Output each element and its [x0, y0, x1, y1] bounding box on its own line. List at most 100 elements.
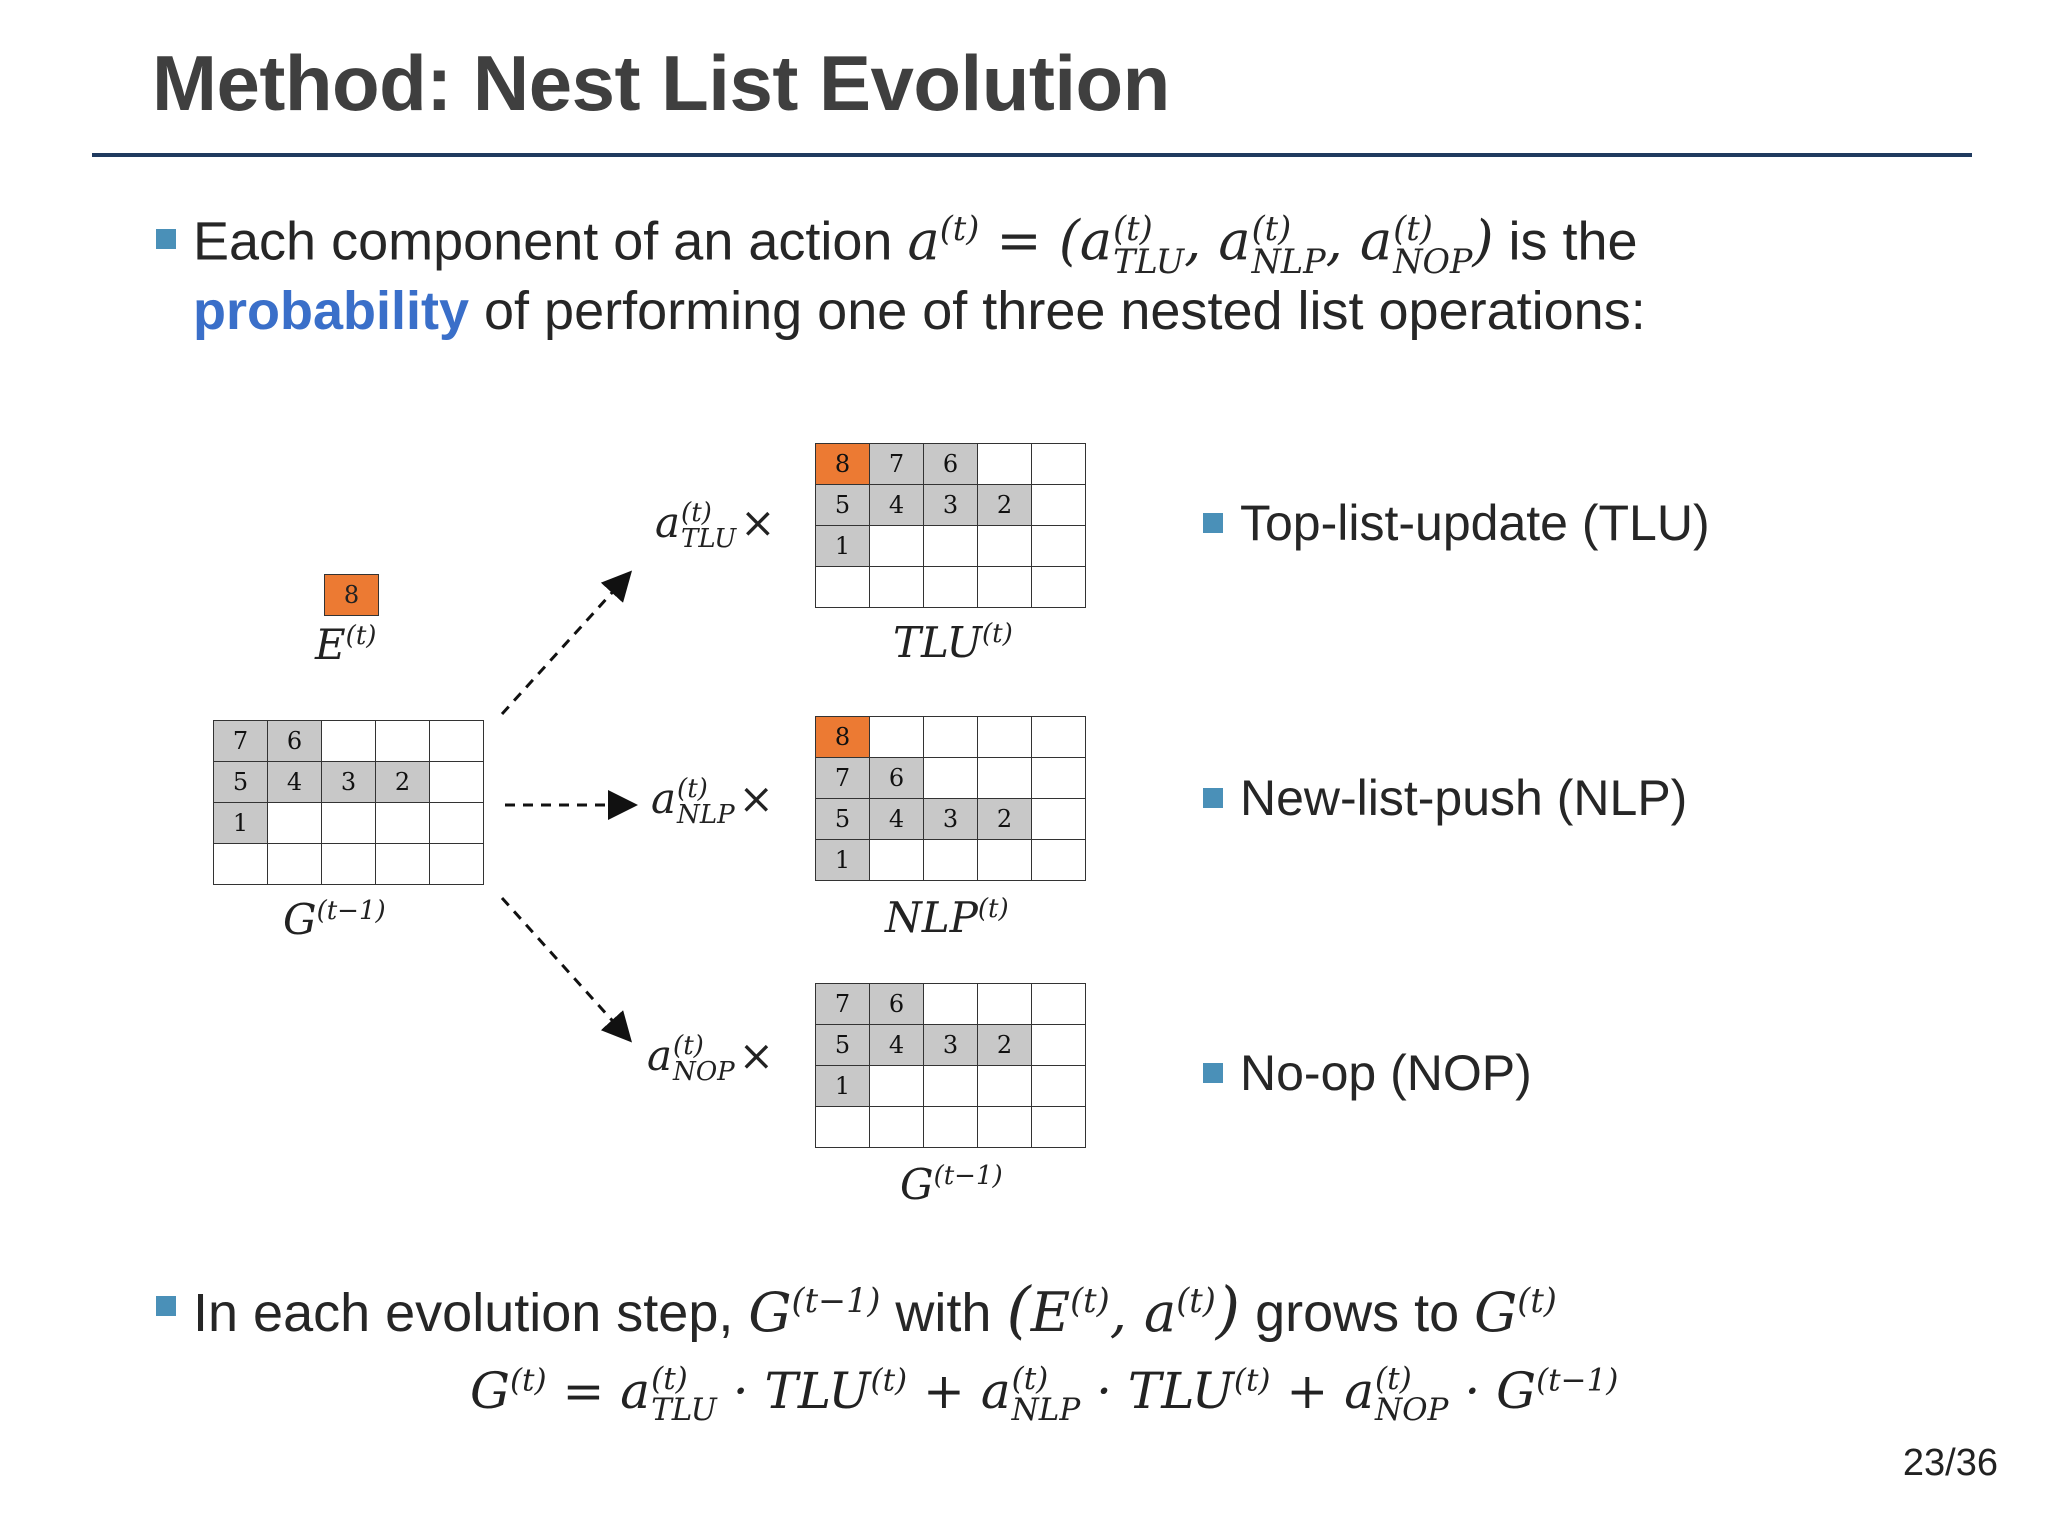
grid-cell	[977, 525, 1032, 567]
grid-cell: 7	[815, 983, 870, 1025]
grid-cell	[923, 757, 978, 799]
page-number: 23/36	[1902, 1442, 1998, 1484]
title-rule	[92, 153, 1972, 157]
grid-cell: 7	[815, 757, 870, 799]
grid-cell	[429, 761, 484, 803]
coef-nop: a (t) NOP ×	[647, 1030, 774, 1087]
grid-cell	[923, 1106, 978, 1148]
grid-cell	[869, 1106, 924, 1148]
bullet-marker	[156, 229, 176, 249]
grid-cell	[977, 1106, 1032, 1148]
op-label-nop: No-op (NOP)	[1240, 1045, 1532, 1101]
grid-cell	[429, 802, 484, 844]
grid-cell: 4	[869, 484, 924, 526]
grid-row: 1	[815, 1065, 1086, 1107]
coef-tlu: a (t) TLU ×	[655, 497, 776, 554]
arrow-to-tlu	[500, 570, 633, 716]
bullet-marker	[1203, 513, 1223, 533]
grid-cell	[815, 566, 870, 608]
arrow-to-nop	[500, 896, 633, 1043]
grid-cell: 6	[869, 757, 924, 799]
grid-cell	[1031, 443, 1086, 485]
grid-cell	[923, 525, 978, 567]
grid-row	[815, 1106, 1086, 1148]
op-label-tlu: Top-list-update (TLU)	[1240, 495, 1710, 551]
op-label-nlp: New-list-push (NLP)	[1240, 770, 1688, 826]
probability-highlight: probability	[193, 281, 470, 341]
grid-cell: 1	[213, 802, 268, 844]
grid-cell: 3	[923, 1024, 978, 1066]
grid-cell	[923, 839, 978, 881]
bullet-1-suffix: is the	[1493, 211, 1638, 272]
label-g-prev-2: G(t−1)	[900, 1160, 1003, 1209]
grid-cell	[977, 757, 1032, 799]
grid-cell	[923, 566, 978, 608]
grid-cell	[869, 839, 924, 881]
grid-cell	[321, 802, 376, 844]
grid-cell: 3	[923, 798, 978, 840]
bullet-2-prefix: In each evolution step,	[193, 1283, 749, 1343]
bullet-1-rest: of performing one of three nested list o…	[469, 281, 1646, 341]
grid-cell: 4	[869, 798, 924, 840]
bullet-1-prefix: Each component of an action	[193, 211, 908, 272]
grid-cell: 2	[977, 1024, 1032, 1066]
grid-cell: 2	[375, 761, 430, 803]
grid-cell: 6	[923, 443, 978, 485]
grid-cell	[977, 1065, 1032, 1107]
grid-cell	[1031, 525, 1086, 567]
bullet-1-line-2: probability of performing one of three n…	[193, 284, 1646, 338]
label-g-prev: G(t−1)	[283, 895, 386, 944]
grid-row	[213, 843, 484, 885]
grid-cell: 7	[869, 443, 924, 485]
bullet-2: In each evolution step, G(t−1) with (E(t…	[193, 1273, 1557, 1346]
grid-cell	[429, 843, 484, 885]
grid-cell	[321, 843, 376, 885]
grid-cell: 3	[923, 484, 978, 526]
label-e-t: E(t)	[315, 620, 377, 669]
grid-cell	[1031, 484, 1086, 526]
grid-cell: 7	[213, 720, 268, 762]
bullet-marker	[1203, 1063, 1223, 1083]
grid-cell	[923, 983, 978, 1025]
action-formula: a(t) = (a (t) TLU, a (t) NLP, a (t) NOP)	[907, 209, 1494, 282]
grid-cell: 8	[815, 443, 870, 485]
grid-row: 1	[815, 839, 1086, 881]
label-tlu: TLU(t)	[893, 618, 1013, 667]
grid-cell	[375, 843, 430, 885]
grid-cell: 1	[815, 839, 870, 881]
grid-row: 8	[815, 716, 1086, 758]
bullet-marker	[1203, 788, 1223, 808]
label-nlp: NLP(t)	[885, 893, 1009, 942]
grid-cell	[869, 566, 924, 608]
grid-cell	[977, 983, 1032, 1025]
grid-cell	[923, 716, 978, 758]
grid-cell	[213, 843, 268, 885]
grid-cell	[1031, 983, 1086, 1025]
slide-title: Method: Nest List Evolution	[152, 39, 1170, 127]
grid-row: 1	[815, 525, 1086, 567]
grid-cell	[1031, 839, 1086, 881]
grid-cell: 2	[977, 484, 1032, 526]
grid-cell: 1	[815, 525, 870, 567]
grid-cell: 2	[977, 798, 1032, 840]
grid-cell: 4	[869, 1024, 924, 1066]
grid-cell	[869, 716, 924, 758]
grid-cell: 5	[213, 761, 268, 803]
grid-cell	[1031, 1106, 1086, 1148]
grid-cell: 5	[815, 1024, 870, 1066]
grid-cell	[1031, 1065, 1086, 1107]
grid-cell	[1031, 566, 1086, 608]
grid-cell	[977, 716, 1032, 758]
coef-nlp: a (t) NLP ×	[651, 773, 774, 830]
grid-cell: 5	[815, 798, 870, 840]
bullet-1-line-1: Each component of an action a(t) = (a (t)…	[193, 212, 1638, 279]
